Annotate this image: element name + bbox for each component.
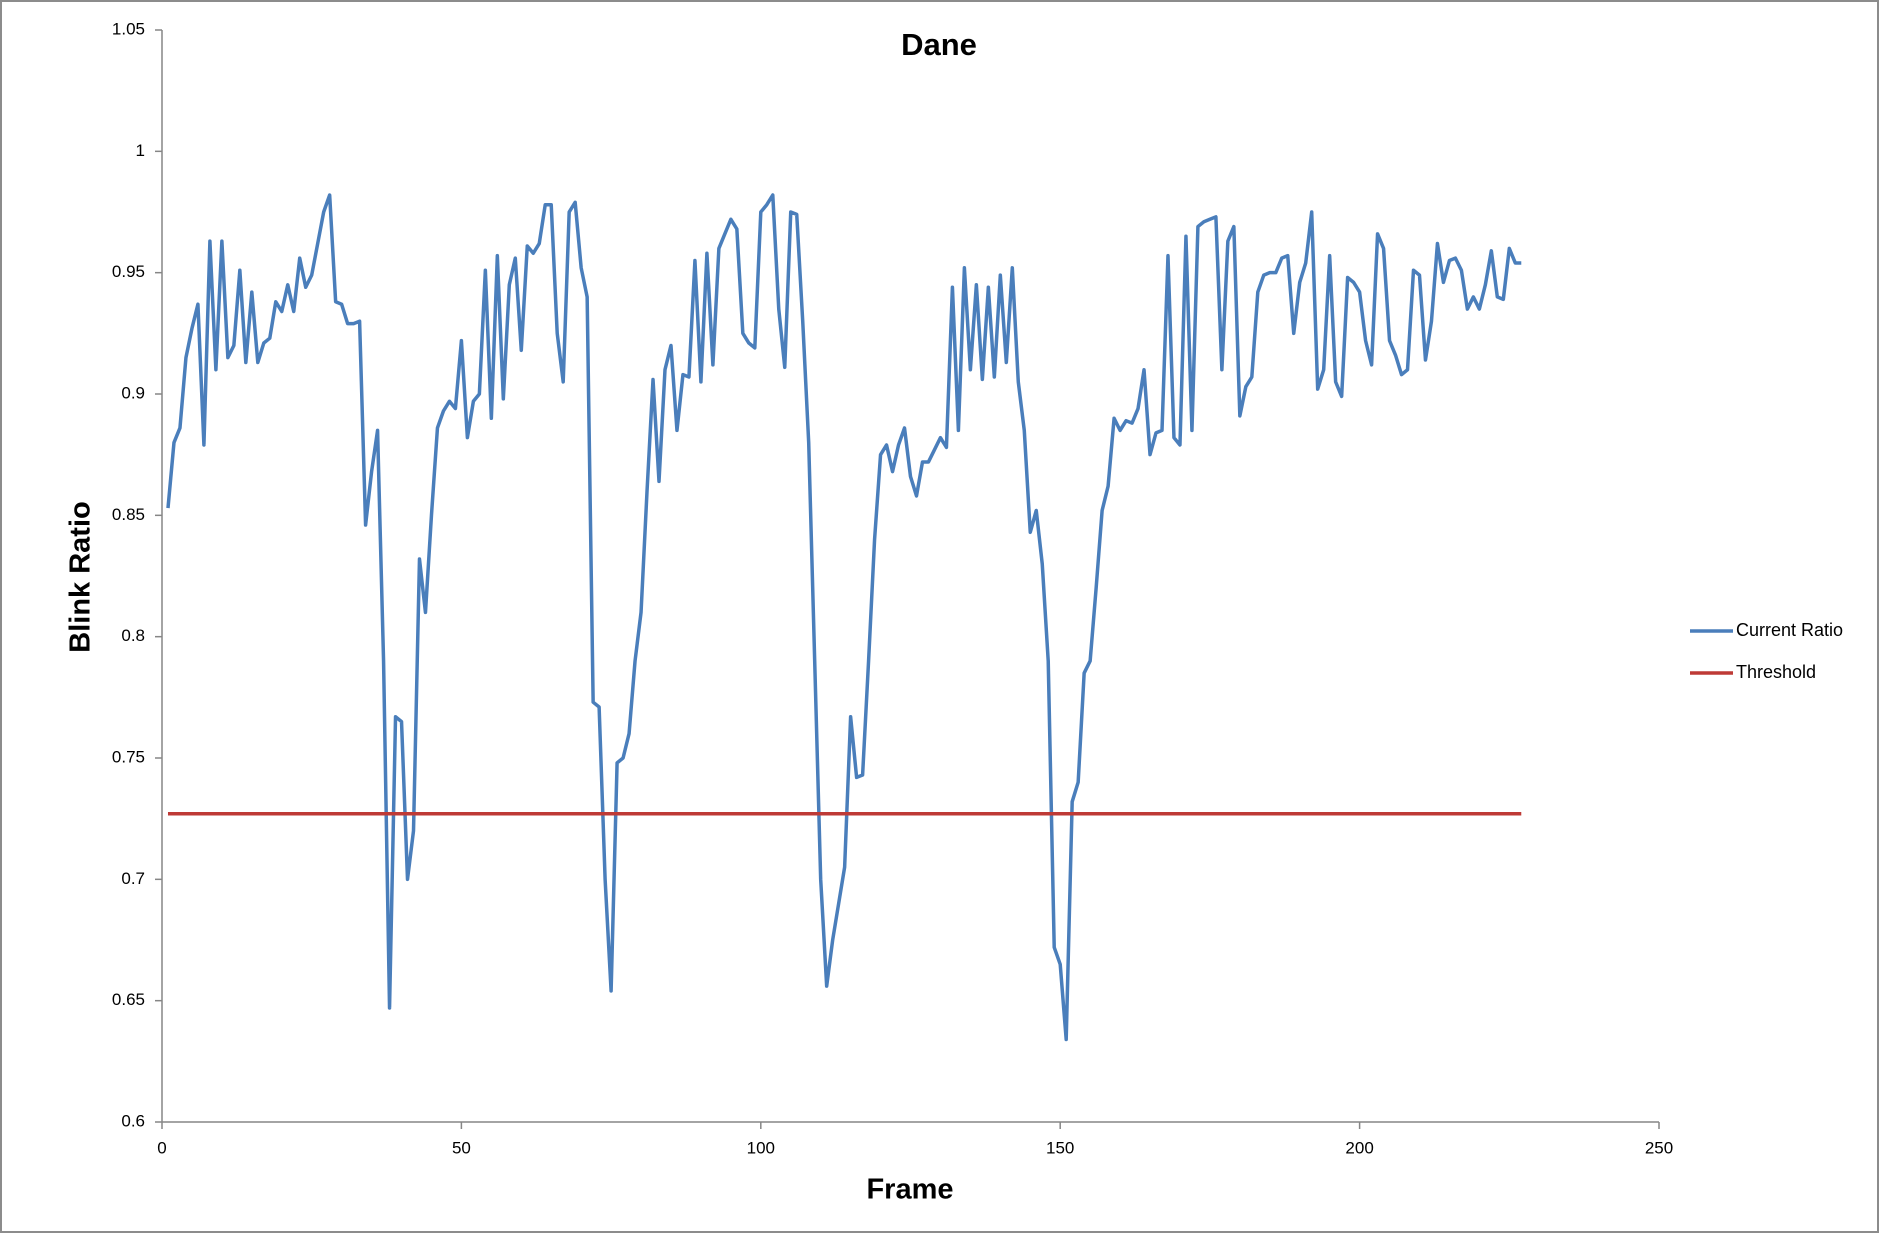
legend-label: Current Ratio <box>1736 620 1843 640</box>
x-tick-label: 200 <box>1345 1138 1373 1157</box>
y-tick-label: 0.6 <box>121 1111 145 1130</box>
x-axis-title: Frame <box>866 1174 953 1206</box>
y-tick-label: 0.65 <box>112 990 145 1009</box>
y-tick-label: 0.9 <box>121 383 145 402</box>
y-tick-label: 0.7 <box>121 869 145 888</box>
y-axis-title: Blink Ratio <box>65 501 97 652</box>
x-tick-label: 0 <box>157 1138 166 1157</box>
x-tick-label: 250 <box>1645 1138 1673 1157</box>
x-tick-label: 100 <box>747 1138 775 1157</box>
y-tick-label: 0.85 <box>112 505 145 524</box>
y-tick-label: 1 <box>136 141 145 160</box>
y-tick-label: 0.95 <box>112 262 145 281</box>
y-tick-label: 1.05 <box>112 19 145 38</box>
x-tick-label: 150 <box>1046 1138 1074 1157</box>
y-tick-label: 0.75 <box>112 747 145 766</box>
x-tick-label: 50 <box>452 1138 471 1157</box>
legend-label: Threshold <box>1736 662 1816 682</box>
chart-title: Dane <box>901 27 977 62</box>
y-tick-label: 0.8 <box>121 626 145 645</box>
